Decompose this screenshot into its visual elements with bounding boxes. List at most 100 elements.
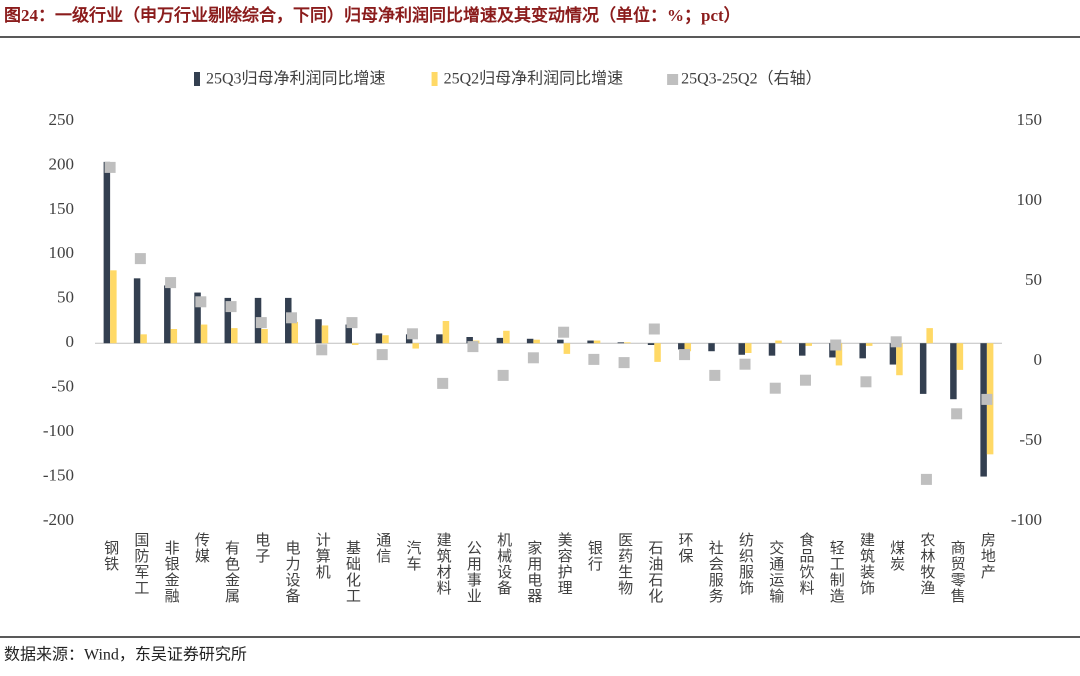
y2-tick-label: -100 [1011,510,1042,529]
diff-marker [799,374,811,386]
y-tick-label: -50 [51,377,74,396]
bar [261,329,268,344]
y-tick-label: -150 [43,465,74,484]
x-tick-label: 钢铁 [102,540,119,572]
x-tick-label: 医药生物 [616,532,633,596]
legend-label: 25Q3-25Q2（右轴） [681,70,821,88]
bar [382,335,389,344]
bar [775,340,782,344]
diff-marker [739,358,751,370]
bar [466,337,473,344]
diff-marker [981,393,993,405]
bar [587,340,594,344]
bar [805,343,812,346]
x-tick-label: 建筑装饰 [858,532,875,596]
x-tick-label: 家用电器 [525,540,542,604]
bar [926,328,933,344]
bar [617,342,625,344]
diff-marker [588,353,600,365]
y2-tick-label: 0 [1034,350,1043,369]
bar [291,321,299,344]
x-tick-label: 商贸零售 [949,540,966,604]
diff-marker [255,317,267,329]
bar [980,343,987,477]
x-tick-label: 基础化工 [344,540,361,604]
x-tick-label: 食品饮料 [797,532,814,596]
x-tick-label: 煤炭 [888,540,905,572]
x-tick-label: 有色金属 [223,540,240,604]
bar [896,343,903,376]
x-tick-label: 交通运输 [767,539,784,604]
x-tick-label: 公用事业 [465,540,482,604]
bar [708,343,715,352]
diff-marker [437,377,449,389]
diff-marker [618,357,630,369]
bar [919,343,927,394]
x-tick-label: 农林牧渔 [918,532,935,596]
bar [956,343,964,370]
bar [133,278,141,344]
bar [557,339,564,344]
diff-marker [134,253,146,265]
bar [164,285,171,344]
diff-marker [376,349,388,361]
y-tick-label: 50 [57,288,74,307]
diff-marker [890,336,902,348]
chart-title: 图24：一级行业（申万行业剔除综合，下同）归母净利润同比增速及其变动情况（单位：… [4,5,741,25]
bar [798,343,806,356]
bar [224,297,232,344]
legend-swatch [194,72,200,86]
source-note: 数据来源：Wind，东吴证券研究所 [4,646,247,664]
y2-tick-label: 100 [1017,190,1043,209]
bar [231,328,238,344]
y2-tick-label: 150 [1017,110,1043,129]
y-tick-label: -100 [43,421,74,440]
bar [436,334,443,344]
bar [351,343,359,345]
y-tick-label: 100 [49,243,75,262]
bar [140,334,147,344]
bar [865,343,873,346]
diff-marker [195,296,207,308]
bar [624,342,631,344]
legend-label: 25Q2归母净利润同比增速 [444,70,624,88]
diff-marker [225,301,237,313]
x-tick-label: 传媒 [193,532,210,564]
diff-marker [165,277,177,289]
bar [738,343,746,355]
x-tick-label: 石油石化 [646,540,663,604]
diff-marker [920,473,932,485]
bar [321,325,329,344]
x-tick-label: 美容护理 [556,532,573,596]
diff-marker [316,344,328,356]
bar [950,343,957,400]
x-tick-label: 汽车 [404,540,421,572]
bar [345,324,352,344]
bar [593,340,601,344]
bar [170,329,178,344]
diff-marker [558,326,570,338]
legend-label: 25Q3归母净利润同比增速 [206,70,386,88]
y-tick-label: 0 [66,332,75,351]
x-tick-label: 社会服务 [707,540,724,604]
y-tick-label: 200 [49,154,75,173]
diff-marker [286,312,298,324]
bar [200,324,208,344]
bar [412,343,419,349]
diff-marker [860,376,872,388]
x-tick-label: 通信 [374,532,391,564]
diff-marker [467,341,479,353]
bar [526,338,534,344]
bar [503,330,510,344]
y2-tick-label: -50 [1019,430,1042,449]
x-tick-label: 房地产 [979,532,996,580]
bar [768,343,776,356]
diff-marker [346,317,358,329]
bar [194,292,201,344]
x-tick-label: 计算机 [314,532,331,580]
bar [315,319,322,344]
y-tick-label: -200 [43,510,74,529]
x-tick-label: 建筑材料 [435,532,452,596]
diff-marker [709,369,721,381]
